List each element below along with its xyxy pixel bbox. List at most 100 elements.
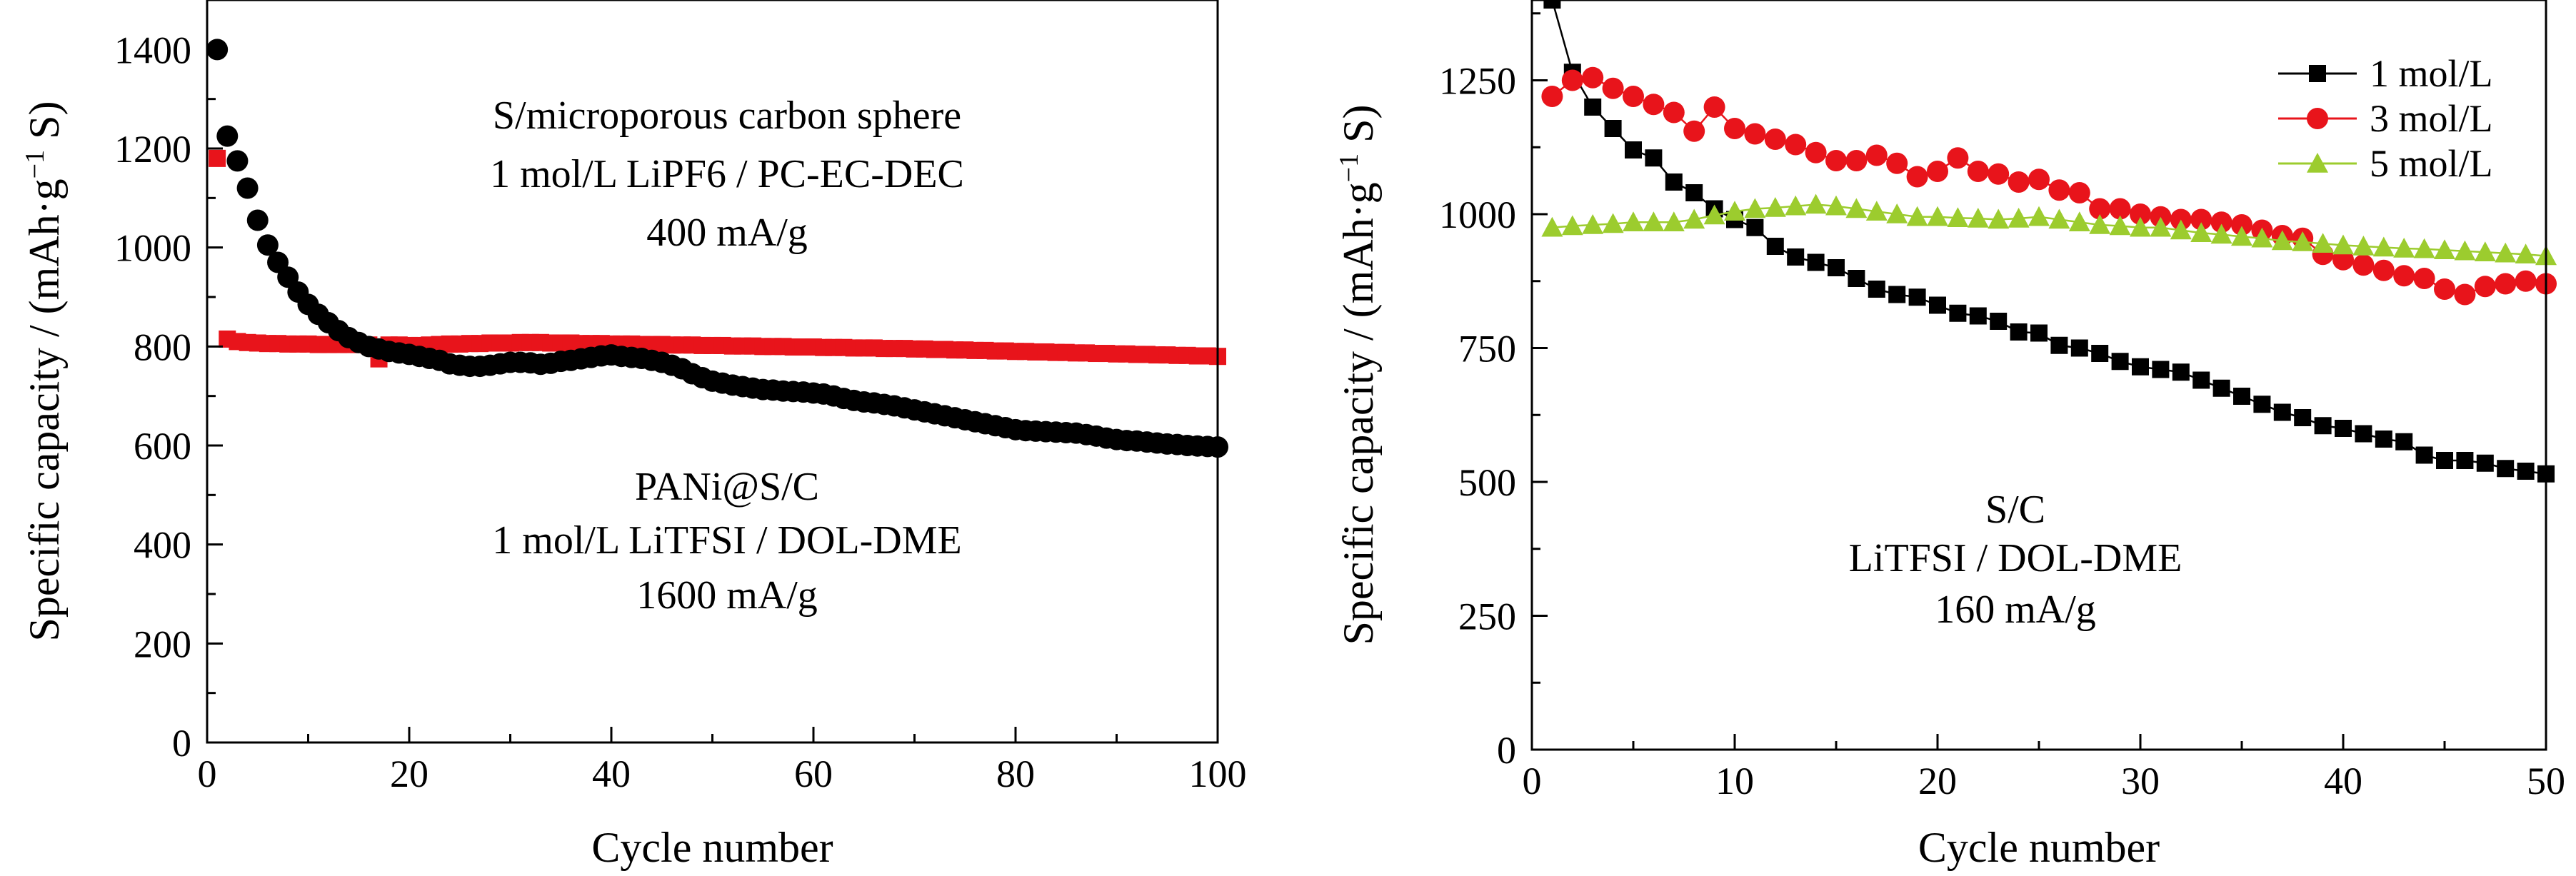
right-data-point bbox=[1683, 120, 1705, 142]
right-data-point bbox=[1766, 238, 1784, 255]
right-data-point bbox=[2008, 171, 2030, 193]
right-data-point bbox=[2436, 452, 2453, 469]
left-y-tick-label: 800 bbox=[134, 326, 191, 368]
right-data-point bbox=[1929, 296, 1946, 314]
right-data-point bbox=[1906, 166, 1928, 188]
left-series-1 bbox=[209, 149, 1226, 368]
left-y-tick-label: 1400 bbox=[114, 29, 191, 71]
right-data-point bbox=[1988, 163, 2010, 185]
right-data-point bbox=[1785, 195, 1807, 216]
right-data-point bbox=[2515, 243, 2537, 263]
right-data-point bbox=[2271, 230, 2293, 251]
right-y-axis-title-main: Specific capacity / (mAh·g bbox=[1335, 182, 1382, 645]
right-data-point bbox=[2495, 273, 2517, 295]
left-annotation-bottom-line-1: PANi@S/C bbox=[635, 465, 819, 509]
right-data-point bbox=[2231, 226, 2252, 246]
right-data-point bbox=[1969, 307, 1987, 325]
right-data-point bbox=[1787, 248, 1805, 266]
legend-label-3-mol: 3 mol/L bbox=[2370, 97, 2493, 140]
right-data-point bbox=[2172, 363, 2190, 381]
right-data-point bbox=[1825, 195, 1847, 216]
right-data-point bbox=[1561, 215, 1583, 236]
right-data-point bbox=[2089, 198, 2111, 220]
right-data-point bbox=[2312, 233, 2334, 253]
right-data-point bbox=[1807, 253, 1825, 271]
right-data-point bbox=[2292, 231, 2314, 251]
legend-marker-3 bbox=[2307, 153, 2328, 173]
right-data-point bbox=[2210, 211, 2232, 233]
right-data-point bbox=[2048, 208, 2070, 229]
legend-label-1-mol: 1 mol/L bbox=[2370, 52, 2493, 95]
right-data-point bbox=[2190, 222, 2212, 242]
right-data-point bbox=[2130, 203, 2151, 225]
right-data-point bbox=[1744, 198, 1766, 218]
left-y-tick-label: 400 bbox=[134, 524, 191, 567]
right-data-point bbox=[2030, 324, 2048, 342]
right-data-point bbox=[2474, 241, 2496, 261]
right-y-axis-title-tail: S) bbox=[1335, 105, 1382, 153]
right-data-point bbox=[1685, 184, 1703, 201]
right-series-3 bbox=[1541, 193, 2557, 266]
right-data-point bbox=[2434, 278, 2455, 300]
right-y-tick-label: 250 bbox=[1458, 595, 1516, 638]
right-data-point bbox=[1604, 120, 1622, 137]
right-data-point bbox=[2273, 403, 2291, 421]
right-data-point bbox=[1908, 288, 1926, 306]
right-data-point bbox=[1561, 69, 1583, 91]
right-data-point bbox=[2068, 182, 2090, 203]
right-data-point bbox=[2068, 211, 2090, 231]
right-data-point bbox=[2454, 283, 2476, 306]
left-y-axis-title: Specific capacity / (mAh·g−1 S) bbox=[20, 101, 68, 642]
right-series-1 bbox=[1543, 0, 2555, 483]
left-x-tick-label: 80 bbox=[996, 752, 1035, 795]
left-x-tick-label: 100 bbox=[1189, 752, 1247, 795]
right-data-point bbox=[2010, 323, 2028, 341]
right-data-point bbox=[2495, 242, 2517, 263]
legend-marker-1 bbox=[2309, 65, 2326, 82]
left-x-tick-label: 40 bbox=[592, 752, 631, 795]
right-y-tick-label: 1000 bbox=[1439, 193, 1516, 236]
left-annotation-top-line-3: 400 mA/g bbox=[646, 211, 808, 255]
right-data-point bbox=[1947, 147, 1969, 169]
left-data-point bbox=[256, 234, 279, 256]
left-y-tick-label: 200 bbox=[134, 623, 191, 665]
right-data-point bbox=[2231, 214, 2252, 236]
right-data-point bbox=[2150, 216, 2172, 237]
right-data-point bbox=[2335, 420, 2352, 437]
left-series-2 bbox=[206, 39, 1228, 458]
right-x-tick-label: 30 bbox=[2121, 760, 2160, 802]
right-data-point bbox=[2089, 214, 2111, 234]
left-data-point bbox=[216, 125, 239, 147]
right-data-point bbox=[1625, 141, 1642, 158]
right-data-point bbox=[2294, 409, 2312, 426]
right-data-point bbox=[1663, 101, 1685, 124]
right-data-point bbox=[2190, 208, 2212, 231]
right-data-point bbox=[2393, 238, 2415, 258]
right-data-point bbox=[1848, 270, 1865, 287]
right-data-point bbox=[1744, 123, 1766, 145]
right-data-point bbox=[2008, 208, 2030, 228]
left-x-tick-label: 20 bbox=[390, 752, 429, 795]
right-x-axis-title: Cycle number bbox=[1918, 824, 2160, 871]
right-data-point bbox=[1643, 211, 1665, 231]
right-data-point bbox=[2372, 259, 2395, 281]
right-data-point bbox=[2233, 388, 2250, 405]
left-y-tick-label: 600 bbox=[134, 425, 191, 468]
right-data-point bbox=[1746, 218, 1764, 236]
left-annotation-bottom-line-3: 1600 mA/g bbox=[636, 573, 818, 618]
right-data-point bbox=[2375, 431, 2392, 448]
right-data-point bbox=[1990, 313, 2008, 330]
right-legend: 1 mol/L 3 mol/L 5 mol/L bbox=[2278, 52, 2493, 185]
legend-marker-2 bbox=[2307, 108, 2328, 129]
right-data-point bbox=[1584, 99, 1602, 116]
left-data-point bbox=[236, 177, 259, 199]
right-y-axis-title-sup: −1 bbox=[1334, 153, 1364, 182]
right-data-point bbox=[1623, 86, 1644, 107]
left-series-layer bbox=[206, 39, 1228, 458]
left-y-axis-title-tail: S) bbox=[21, 101, 68, 150]
right-data-point bbox=[1967, 161, 1989, 182]
right-data-point bbox=[2048, 179, 2070, 201]
